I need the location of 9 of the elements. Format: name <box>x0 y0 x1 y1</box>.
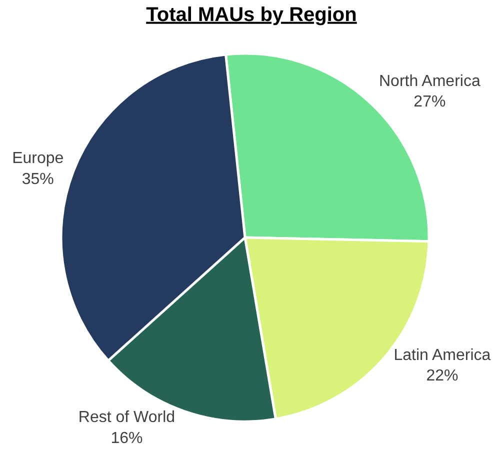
slice-label: Latin America <box>394 346 491 364</box>
chart-title: Total MAUs by Region <box>146 4 357 26</box>
data-label: 27% <box>414 94 446 111</box>
slice-label: Europe <box>12 150 64 168</box>
data-label: 16% <box>110 430 143 448</box>
slice-label: North America <box>378 72 480 90</box>
data-label: 22% <box>426 368 458 385</box>
slice-label: Rest of World <box>78 409 176 426</box>
data-label: 35% <box>22 171 54 188</box>
